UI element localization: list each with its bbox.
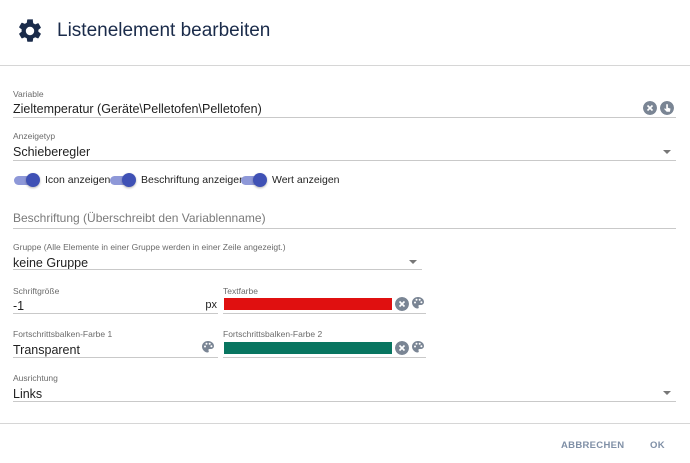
text-color-field[interactable]: Textfarbe [223, 286, 426, 314]
display-type-select[interactable]: Anzeigetyp Schieberegler [13, 131, 676, 161]
pointer-icon[interactable] [660, 101, 674, 115]
footer-divider [0, 423, 690, 424]
toggle-track [14, 172, 40, 187]
progress-color-2-field[interactable]: Fortschrittsbalken-Farbe 2 [223, 329, 426, 358]
toggle-knob [26, 172, 40, 187]
toggle-knob [253, 172, 267, 187]
caption-placeholder: Beschriftung (Überschreibt den Variablen… [13, 211, 266, 225]
variable-underline [13, 117, 676, 118]
chevron-down-icon [409, 260, 417, 264]
font-size-label: Schriftgröße [13, 286, 60, 296]
display-type-label: Anzeigetyp [13, 131, 56, 141]
gear-icon [19, 19, 41, 42]
toggle-icon-show[interactable]: Icon anzeigen [14, 172, 111, 187]
toggle-track [241, 172, 267, 187]
font-size-input[interactable]: Schriftgröße -1 px [13, 286, 218, 314]
cancel-button[interactable]: ABBRECHEN [561, 440, 625, 451]
text-color-swatch[interactable] [224, 298, 392, 310]
progress-color-2-underline [223, 357, 426, 358]
font-size-underline [13, 313, 218, 314]
caption-input[interactable]: Beschriftung (Überschreibt den Variablen… [13, 211, 676, 229]
display-type-value: Schieberegler [13, 145, 91, 159]
alignment-select[interactable]: Ausrichtung Links [13, 373, 676, 402]
variable-label: Variable [13, 89, 44, 99]
alignment-label: Ausrichtung [13, 373, 58, 383]
toggle-track [110, 172, 136, 187]
display-type-underline [13, 160, 676, 161]
dialog-header: Listenelement bearbeiten [0, 0, 690, 64]
progress-color-1-underline [13, 357, 218, 358]
toggle-icon-show-label: Icon anzeigen [45, 174, 111, 186]
alignment-value: Links [13, 387, 43, 401]
progress-color-2-label: Fortschrittsbalken-Farbe 2 [223, 329, 323, 339]
toggle-caption-show[interactable]: Beschriftung anzeigen [110, 172, 245, 187]
chevron-down-icon [663, 391, 671, 395]
clear-icon[interactable] [395, 297, 409, 311]
text-color-underline [223, 313, 426, 314]
variable-field[interactable]: Variable Zieltemperatur (Geräte\Pelletof… [13, 89, 676, 119]
palette-icon[interactable] [411, 340, 425, 354]
ok-button[interactable]: OK [650, 440, 665, 451]
font-size-unit: px [205, 299, 217, 311]
group-underline [13, 269, 422, 270]
clear-icon[interactable] [395, 341, 409, 355]
dialog-title: Listenelement bearbeiten [57, 20, 271, 41]
group-value: keine Gruppe [13, 256, 89, 270]
font-size-value: -1 [13, 299, 25, 313]
caption-underline [13, 228, 676, 229]
progress-color-1-value: Transparent [13, 343, 80, 357]
toggle-value-show-label: Wert anzeigen [272, 174, 340, 186]
toggle-value-show[interactable]: Wert anzeigen [241, 172, 340, 187]
variable-value: Zieltemperatur (Geräte\Pelletofen\Pellet… [13, 102, 262, 116]
palette-icon[interactable] [411, 296, 425, 310]
progress-color-1-field[interactable]: Fortschrittsbalken-Farbe 1 Transparent [13, 329, 218, 358]
toggle-knob [122, 172, 136, 187]
palette-icon[interactable] [201, 340, 215, 354]
alignment-underline [13, 401, 676, 402]
text-color-label: Textfarbe [223, 286, 258, 296]
progress-color-2-swatch[interactable] [224, 342, 392, 354]
progress-color-1-label: Fortschrittsbalken-Farbe 1 [13, 329, 113, 339]
chevron-down-icon [663, 150, 671, 154]
group-select[interactable]: Gruppe (Alle Elemente in einer Gruppe we… [13, 242, 422, 270]
header-divider [0, 65, 690, 66]
group-label: Gruppe (Alle Elemente in einer Gruppe we… [13, 242, 286, 252]
toggle-caption-show-label: Beschriftung anzeigen [141, 174, 245, 186]
clear-icon[interactable] [643, 101, 657, 115]
